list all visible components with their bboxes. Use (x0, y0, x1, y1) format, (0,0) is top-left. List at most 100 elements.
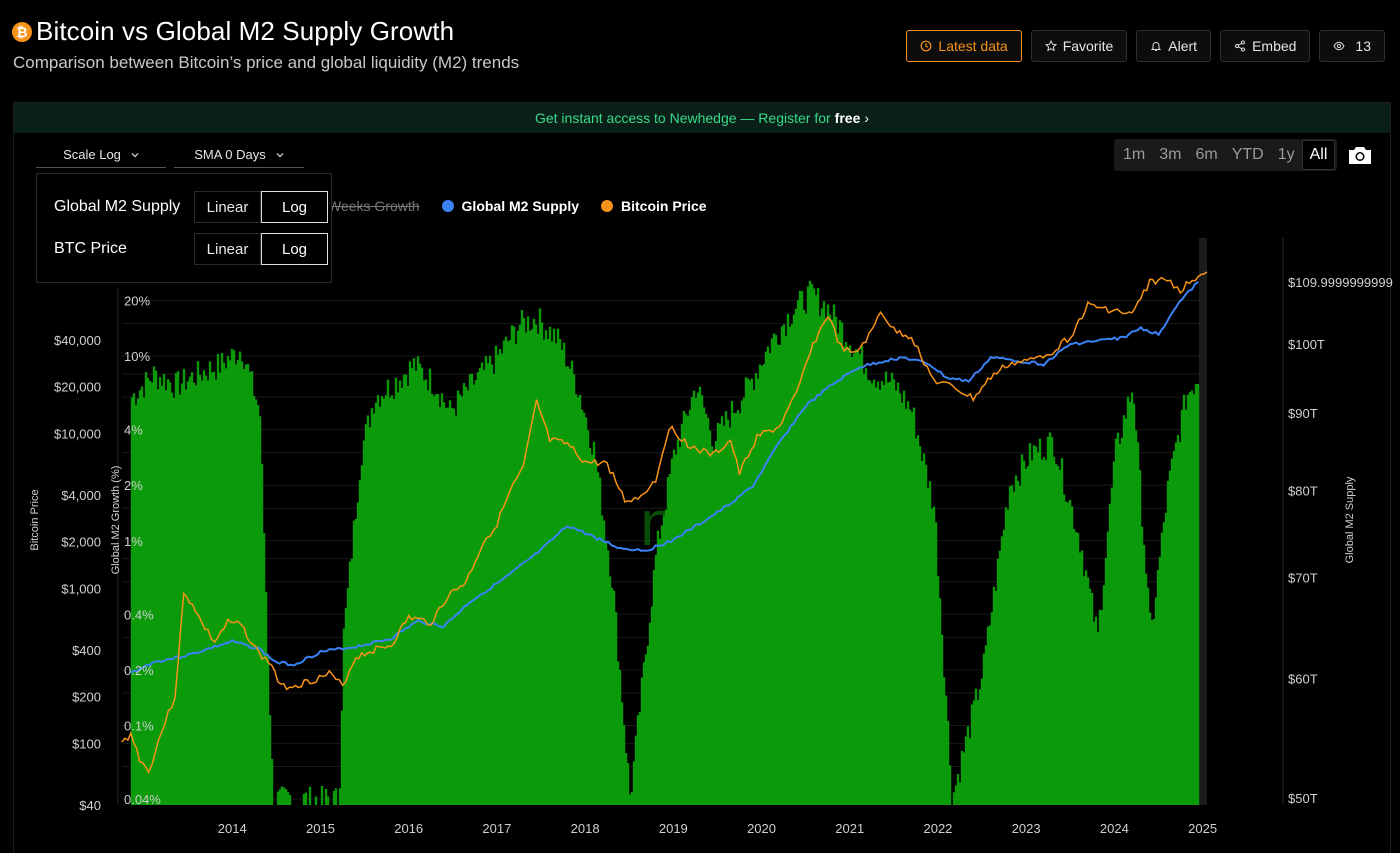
growth-bar (1122, 415, 1126, 805)
growth-bar (702, 407, 706, 805)
growth-bar (1032, 445, 1036, 805)
growth-bar (248, 372, 252, 805)
growth-bar (1124, 418, 1128, 805)
growth-bar (320, 785, 324, 805)
growth-bar (534, 324, 538, 805)
legend-item-btc[interactable]: Bitcoin Price (601, 198, 707, 214)
btc-linear-button[interactable]: Linear (194, 233, 261, 265)
growth-bar (1094, 616, 1098, 805)
x-tick-label-9: 2023 (1012, 821, 1041, 836)
x-tick-label-6: 2020 (747, 821, 776, 836)
legend-item-m2[interactable]: Global M2 Supply (441, 198, 579, 214)
growth-bar (496, 354, 500, 805)
growth-bar (894, 390, 898, 805)
range-1m[interactable]: 1m (1123, 146, 1146, 163)
latest-data-button[interactable]: Latest data (906, 30, 1022, 62)
growth-bar (206, 380, 210, 805)
growth-tick-label-1: 0.1% (124, 719, 154, 734)
embed-button[interactable]: Embed (1220, 30, 1311, 62)
range-1y[interactable]: 1y (1277, 146, 1295, 163)
growth-bar (914, 438, 918, 805)
growth-bar (186, 381, 190, 805)
growth-bar (664, 509, 668, 805)
growth-bar (1014, 475, 1018, 805)
growth-bar (1092, 621, 1096, 805)
growth-bar (1060, 458, 1064, 805)
m2-linear-button[interactable]: Linear (194, 191, 261, 223)
growth-bar (916, 435, 920, 805)
growth-bar (226, 355, 230, 805)
views-count[interactable]: 13 (1319, 30, 1385, 62)
growth-bar (620, 702, 624, 805)
growth-bar (1160, 532, 1164, 805)
btc-tick-label-3: $400 (72, 643, 101, 658)
growth-bar (424, 379, 428, 805)
growth-bar (948, 765, 952, 805)
m2-log-button[interactable]: Log (261, 191, 328, 223)
clock-icon (921, 40, 932, 52)
growth-bar (690, 397, 694, 805)
growth-bar (936, 575, 940, 805)
growth-bar (964, 736, 968, 805)
growth-tick-label-4: 1% (124, 534, 143, 549)
legend-item-hidden[interactable]: Weeks Growth (328, 198, 420, 214)
growth-bar (704, 413, 708, 805)
growth-bar (984, 645, 988, 805)
camera-icon[interactable] (1347, 144, 1373, 166)
growth-bar (730, 400, 734, 805)
growth-bar (1112, 461, 1116, 805)
growth-bar (364, 424, 368, 805)
register-banner[interactable]: Get instant access to Newhedge — Registe… (14, 103, 1390, 133)
range-3m[interactable]: 3m (1159, 146, 1182, 163)
growth-bars (130, 280, 1200, 805)
series-line-bitcoin-price (121, 271, 1208, 774)
scale-select[interactable]: Scale Log (36, 142, 166, 168)
range-ytd[interactable]: YTD (1231, 146, 1264, 163)
range-all[interactable]: All (1301, 140, 1336, 170)
growth-bar (568, 368, 572, 805)
growth-bar (204, 375, 208, 805)
growth-bar (1056, 465, 1060, 805)
growth-bar (912, 407, 916, 805)
growth-bar (308, 786, 312, 805)
growth-bar (952, 792, 956, 805)
alert-button[interactable]: Alert (1136, 30, 1212, 62)
growth-bar (250, 371, 254, 805)
growth-bar (884, 371, 888, 805)
favorite-button[interactable]: Favorite (1030, 30, 1128, 62)
growth-bar (284, 789, 288, 805)
range-6m[interactable]: 6m (1195, 146, 1218, 163)
growth-bar (212, 371, 216, 805)
growth-bar (820, 308, 824, 805)
growth-bar (354, 518, 358, 805)
btc-tick-label-5: $2,000 (61, 535, 101, 550)
growth-bar (944, 695, 948, 805)
growth-bar (554, 343, 558, 805)
growth-bar (862, 373, 866, 805)
growth-bar (640, 677, 644, 805)
growth-bar (418, 363, 422, 805)
growth-bar (718, 423, 722, 805)
growth-bar (1078, 552, 1082, 805)
growth-bar (598, 477, 602, 805)
page-header: ₿ Bitcoin vs Global M2 Supply Growth Com… (0, 0, 1400, 100)
growth-bar (1132, 403, 1136, 805)
growth-bar (224, 368, 228, 805)
growth-bar (266, 655, 270, 805)
growth-bar (584, 417, 588, 805)
growth-bar (246, 363, 250, 805)
growth-axis-title: Global M2 Growth (%) (110, 466, 122, 575)
growth-bar (286, 792, 290, 805)
growth-bar (958, 782, 962, 805)
growth-bar (440, 393, 444, 805)
bell-icon (1151, 42, 1162, 51)
growth-bar (438, 407, 442, 805)
growth-bar (1100, 610, 1104, 805)
growth-bar (162, 374, 166, 805)
sma-select[interactable]: SMA 0 Days (174, 142, 304, 168)
growth-bar (1166, 480, 1170, 805)
growth-bar (1076, 532, 1080, 805)
growth-bar (464, 386, 468, 805)
btc-log-button[interactable]: Log (261, 233, 328, 265)
growth-bar (512, 326, 516, 805)
